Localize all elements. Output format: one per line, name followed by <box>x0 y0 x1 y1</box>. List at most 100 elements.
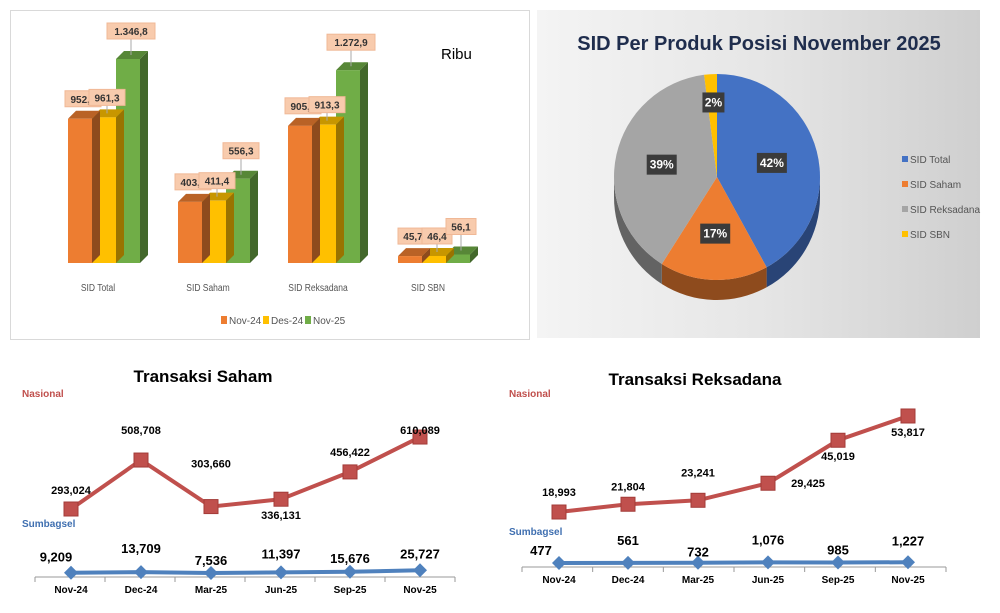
data-label: 508,708 <box>121 425 161 437</box>
data-point-diamond <box>552 556 566 570</box>
pie-label: 2% <box>705 95 723 109</box>
data-label: 15,676 <box>330 551 370 566</box>
pie-label: 39% <box>650 158 674 172</box>
x-tick-label: Sep-25 <box>334 585 367 596</box>
data-label: 23,241 <box>681 467 715 479</box>
pie-label-box <box>702 92 725 113</box>
x-tick-label: Dec-24 <box>125 585 158 596</box>
data-label: 56,1 <box>451 223 471 234</box>
x-tick-label: Nov-24 <box>54 585 88 596</box>
bar-side <box>140 51 148 263</box>
series-line <box>558 560 909 565</box>
data-label: 556,3 <box>228 147 253 158</box>
data-point-diamond <box>761 555 775 570</box>
data-point-diamond <box>413 563 427 578</box>
legend-swatch <box>263 316 269 324</box>
legend-label: Nov-24 <box>229 316 262 327</box>
bar-top <box>288 117 320 126</box>
x-tick-label: Mar-25 <box>195 585 228 596</box>
data-label: 1,227 <box>892 533 925 548</box>
data-point-square <box>63 501 79 517</box>
data-label-box <box>421 227 453 245</box>
pie-label: 42% <box>760 156 784 170</box>
data-point-diamond <box>134 565 148 580</box>
data-label: 293,024 <box>51 485 92 497</box>
legend-label: SID Reksadana <box>910 205 980 216</box>
bar-top <box>398 248 430 257</box>
x-tick-label: Nov-24 <box>542 575 576 586</box>
data-label: 25,727 <box>400 546 440 561</box>
bar <box>398 248 430 263</box>
chart-title: Transaksi Reksadana <box>609 370 782 389</box>
pie-title: SID Per Produk Posisi November 2025 <box>577 33 941 55</box>
data-point-square <box>203 499 219 515</box>
data-point-diamond <box>901 555 915 570</box>
data-point-square <box>690 492 706 508</box>
bar-side <box>202 193 210 263</box>
x-tick-label: Mar-25 <box>682 575 715 586</box>
data-point-diamond <box>343 564 357 579</box>
data-label-box <box>326 33 376 51</box>
data-point-square <box>133 452 149 468</box>
pie-slice-side <box>661 263 767 300</box>
data-label: 11,397 <box>261 546 300 561</box>
data-label: 336,131 <box>261 510 301 522</box>
data-label-box <box>222 142 260 160</box>
legend-swatch <box>902 156 908 162</box>
data-point-diamond <box>274 565 288 580</box>
data-point-diamond <box>204 566 218 580</box>
series-line <box>558 414 909 514</box>
pie-chart-svg: SID Per Produk Posisi November 2025 42% 17… <box>577 33 980 300</box>
bar-side <box>116 109 124 263</box>
series-label-nasional: Nasional <box>22 389 64 400</box>
data-label: 21,804 <box>611 481 646 493</box>
series-line <box>70 568 421 576</box>
data-label: 732 <box>687 545 709 560</box>
data-label: 403,6 <box>180 178 205 189</box>
legend-label: SID SBN <box>910 230 950 241</box>
bar-face <box>398 256 422 263</box>
unit-label: Ribu <box>441 46 472 63</box>
data-label: 29,425 <box>791 478 825 490</box>
data-label: 1.346,8 <box>114 27 148 38</box>
legend-label: Des-24 <box>271 316 304 327</box>
data-label: 1.272,9 <box>334 38 368 49</box>
data-label: 13,709 <box>121 541 161 556</box>
data-point-diamond <box>831 555 845 570</box>
pie-label-box <box>756 152 787 173</box>
data-point-square <box>830 432 846 448</box>
data-label: 913,3 <box>314 101 339 112</box>
category-label: SID Saham <box>186 282 230 293</box>
sid-pie-chart: SID Per Produk Posisi November 2025 42% 17… <box>537 10 980 338</box>
data-label: 9,209 <box>40 550 73 565</box>
legend-swatch <box>902 181 908 187</box>
series-line <box>69 435 421 511</box>
data-label: 561 <box>617 533 639 548</box>
data-point-square <box>760 475 776 491</box>
legend-label: SID Saham <box>910 180 961 191</box>
data-label-box <box>445 218 477 236</box>
bar-face <box>446 254 470 263</box>
bar-chart-svg: Ribu SID Total SID Saham SID Reksadana SID S… <box>64 22 478 327</box>
category-label: SID Total <box>81 282 115 293</box>
data-label: 53,817 <box>891 427 925 439</box>
x-tick-label: Jun-25 <box>265 585 298 596</box>
data-point-diamond <box>621 555 635 570</box>
bar-side <box>92 110 100 263</box>
bar-side <box>226 192 234 263</box>
data-label: 952,3 <box>70 95 95 106</box>
bar-side <box>446 247 454 263</box>
x-tick-label: Sep-25 <box>822 575 855 586</box>
pie-label: 17% <box>703 227 727 241</box>
x-tick-label: Nov-25 <box>403 585 437 596</box>
series-label-nasional: Nasional <box>509 389 551 400</box>
bar-face <box>288 125 312 263</box>
series-label-sumbagsel: Sumbagsel <box>509 527 563 538</box>
x-tick-label: Jun-25 <box>752 575 785 586</box>
data-label: 7,536 <box>195 553 228 568</box>
bar-face <box>68 118 92 263</box>
data-point-square <box>900 408 916 424</box>
bar-face <box>422 255 446 263</box>
legend-swatch <box>221 316 227 324</box>
